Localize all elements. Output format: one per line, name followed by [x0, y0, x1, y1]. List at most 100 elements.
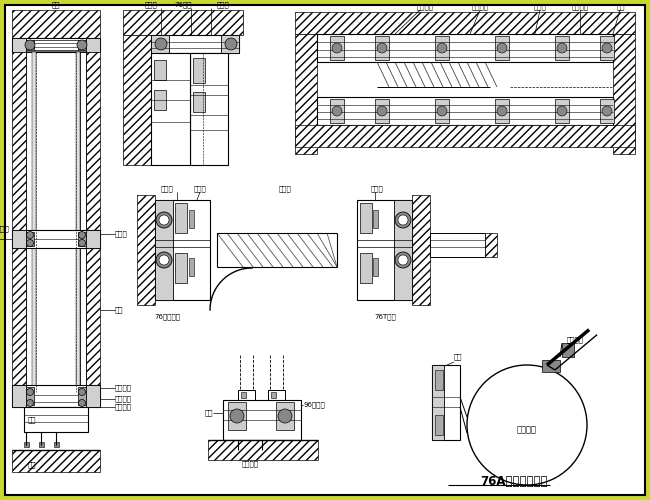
- Bar: [208, 440, 318, 460]
- Circle shape: [79, 240, 86, 246]
- Bar: [123, 10, 243, 35]
- Bar: [317, 34, 613, 62]
- Bar: [12, 450, 100, 472]
- Bar: [373, 210, 378, 228]
- Bar: [295, 34, 317, 154]
- Circle shape: [602, 43, 612, 53]
- Bar: [238, 390, 255, 400]
- Bar: [151, 35, 239, 53]
- Bar: [78, 387, 86, 405]
- Bar: [151, 53, 190, 165]
- Bar: [600, 99, 614, 123]
- Circle shape: [398, 255, 408, 265]
- Bar: [80, 52, 86, 392]
- Bar: [193, 58, 205, 83]
- Bar: [241, 392, 246, 398]
- Circle shape: [437, 43, 447, 53]
- Text: 中夹条: 中夹条: [115, 230, 128, 237]
- Bar: [12, 38, 100, 52]
- Text: 门方柱: 门方柱: [216, 2, 229, 8]
- Bar: [228, 402, 246, 430]
- Text: 96门胶条: 96门胶条: [303, 402, 325, 408]
- Bar: [432, 365, 444, 440]
- Circle shape: [156, 252, 172, 268]
- Circle shape: [278, 409, 292, 423]
- Bar: [155, 200, 210, 300]
- Bar: [189, 210, 194, 228]
- Bar: [86, 38, 100, 52]
- Bar: [76, 52, 80, 392]
- Text: 76门框: 76门框: [174, 2, 192, 8]
- Bar: [613, 34, 635, 154]
- Text: 中阴条: 中阴条: [144, 2, 157, 8]
- Bar: [54, 442, 59, 447]
- Circle shape: [27, 400, 34, 406]
- Text: 门板: 门板: [454, 354, 463, 360]
- Bar: [600, 36, 614, 60]
- Text: 平门板: 平门板: [194, 186, 207, 192]
- Text: 单明中柱: 单明中柱: [115, 396, 132, 402]
- Text: 半封边: 半封边: [161, 186, 174, 192]
- Bar: [555, 99, 569, 123]
- Text: 扣板胶条: 扣板胶条: [115, 384, 132, 392]
- Bar: [360, 253, 372, 283]
- Bar: [542, 360, 560, 372]
- Bar: [223, 400, 301, 440]
- Bar: [12, 385, 26, 407]
- Bar: [175, 203, 187, 233]
- Bar: [295, 12, 635, 34]
- Bar: [357, 200, 412, 300]
- Circle shape: [79, 388, 86, 396]
- Circle shape: [398, 215, 408, 225]
- Circle shape: [332, 106, 342, 116]
- Text: 玻板: 玻板: [616, 4, 625, 10]
- Bar: [317, 97, 613, 125]
- Circle shape: [155, 38, 167, 50]
- Bar: [330, 99, 344, 123]
- Bar: [154, 90, 166, 110]
- Circle shape: [437, 106, 447, 116]
- Circle shape: [79, 400, 86, 406]
- Bar: [276, 402, 294, 430]
- Bar: [271, 392, 276, 398]
- Bar: [12, 38, 26, 52]
- Text: 76直角固角: 76直角固角: [154, 313, 180, 320]
- Circle shape: [557, 43, 567, 53]
- Circle shape: [159, 255, 169, 265]
- Circle shape: [497, 43, 507, 53]
- Text: 力能转角: 力能转角: [567, 336, 584, 344]
- Circle shape: [27, 232, 34, 238]
- Bar: [373, 258, 378, 276]
- Bar: [485, 233, 497, 257]
- Bar: [360, 203, 372, 233]
- Bar: [435, 36, 449, 60]
- Bar: [26, 387, 34, 405]
- Circle shape: [156, 212, 172, 228]
- Bar: [430, 233, 485, 257]
- Bar: [190, 53, 228, 165]
- Bar: [12, 10, 100, 38]
- Bar: [12, 385, 100, 407]
- Circle shape: [79, 232, 86, 238]
- Text: 暖热轨道: 暖热轨道: [242, 460, 259, 466]
- Bar: [435, 415, 443, 435]
- Bar: [268, 390, 285, 400]
- Bar: [12, 52, 26, 392]
- Bar: [32, 52, 36, 392]
- Text: 76A系列节点样式: 76A系列节点样式: [480, 475, 548, 488]
- Circle shape: [225, 38, 237, 50]
- Bar: [26, 52, 32, 392]
- Bar: [26, 40, 34, 50]
- Bar: [375, 99, 389, 123]
- Text: 装饰门: 装饰门: [279, 186, 291, 192]
- Text: 隔地翘板: 隔地翘板: [115, 404, 132, 410]
- Text: 半封边: 半封边: [370, 186, 383, 192]
- Bar: [295, 125, 635, 147]
- Circle shape: [377, 43, 387, 53]
- Text: 平和板: 平和板: [0, 225, 9, 232]
- Circle shape: [27, 240, 34, 246]
- Bar: [189, 258, 194, 276]
- Bar: [24, 407, 88, 432]
- Bar: [221, 35, 239, 53]
- Bar: [435, 99, 449, 123]
